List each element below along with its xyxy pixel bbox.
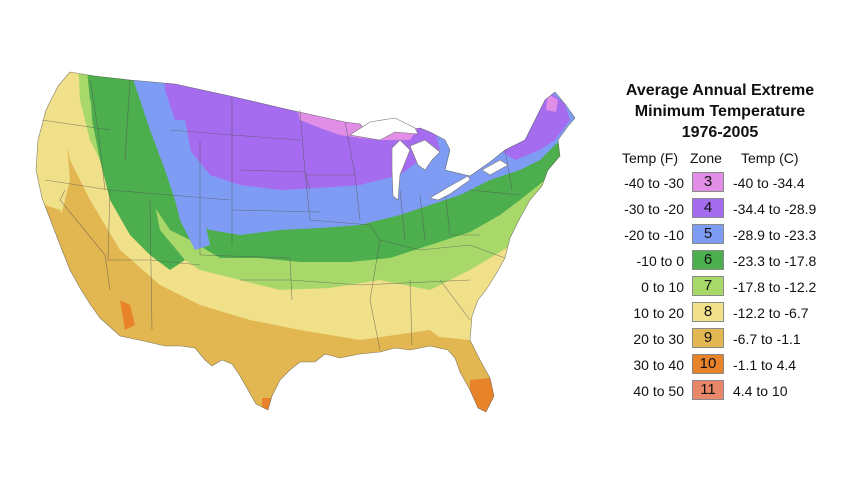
zone-swatch: 7 <box>692 276 724 296</box>
legend-title-line2: Minimum Temperature <box>634 103 806 120</box>
zone-swatch: 9 <box>692 328 724 348</box>
temp-c-range: -12.2 to -6.7 <box>733 305 809 321</box>
temp-f-range: 30 to 40 <box>633 357 684 373</box>
legend-title-line1: Average Annual Extreme <box>625 82 815 99</box>
state-borders <box>35 71 576 413</box>
zone-swatch: 6 <box>692 250 724 270</box>
legend-row-zone-4: -30 to -20 4 -34.4 to -28.9 <box>600 198 856 224</box>
temp-c-range: -17.8 to -12.2 <box>733 279 817 295</box>
temp-f-range: 0 to 10 <box>641 279 684 295</box>
legend-row-zone-3: -40 to -30 3 -40 to -34.4 <box>600 172 856 198</box>
zone-swatch: 11 <box>692 380 724 400</box>
temp-c-range: -1.1 to 4.4 <box>733 357 797 373</box>
temp-c-range: -23.3 to -17.8 <box>733 253 817 269</box>
header-temp-f: Temp (F) <box>622 150 678 166</box>
temp-c-range: -34.4 to -28.9 <box>733 201 817 217</box>
legend-row-zone-11: 40 to 50 11 4.4 to 10 <box>600 380 856 406</box>
legend-title-line3: 1976-2005 <box>681 124 759 141</box>
legend-row-zone-5: -20 to -10 5 -28.9 to -23.3 <box>600 224 856 250</box>
temp-f-range: -40 to -30 <box>624 175 684 191</box>
temp-f-range: -20 to -10 <box>624 227 684 243</box>
great-lakes <box>349 117 509 201</box>
legend-row-zone-10: 30 to 40 10 -1.1 to 4.4 <box>600 354 856 380</box>
zone-swatch: 5 <box>692 224 724 244</box>
zone-bands <box>36 72 575 412</box>
temp-f-range: 20 to 30 <box>633 331 684 347</box>
zone-swatch: 4 <box>692 198 724 218</box>
header-temp-c: Temp (C) <box>741 150 799 166</box>
zone-swatch: 10 <box>692 354 724 374</box>
legend-row-zone-6: -10 to 0 6 -23.3 to -17.8 <box>600 250 856 276</box>
temp-f-range: 10 to 20 <box>633 305 684 321</box>
hardiness-zone-map <box>35 71 576 413</box>
legend-row-zone-7: 0 to 10 7 -17.8 to -12.2 <box>600 276 856 302</box>
temp-c-range: -40 to -34.4 <box>733 175 805 191</box>
legend-row-zone-8: 10 to 20 8 -12.2 to -6.7 <box>600 302 856 328</box>
legend-row-zone-9: 20 to 30 9 -6.7 to -1.1 <box>600 328 856 354</box>
temp-c-range: 4.4 to 10 <box>733 383 788 399</box>
temp-c-range: -28.9 to -23.3 <box>733 227 817 243</box>
temp-f-range: -10 to 0 <box>636 253 684 269</box>
zone-swatch: 3 <box>692 172 724 192</box>
zone-swatch: 8 <box>692 302 724 322</box>
header-zone: Zone <box>690 150 722 166</box>
legend-title: Average Annual Extreme Minimum Temperatu… <box>600 80 840 143</box>
temp-f-range: -30 to -20 <box>624 201 684 217</box>
temp-f-range: 40 to 50 <box>633 383 684 399</box>
temp-c-range: -6.7 to -1.1 <box>733 331 801 347</box>
